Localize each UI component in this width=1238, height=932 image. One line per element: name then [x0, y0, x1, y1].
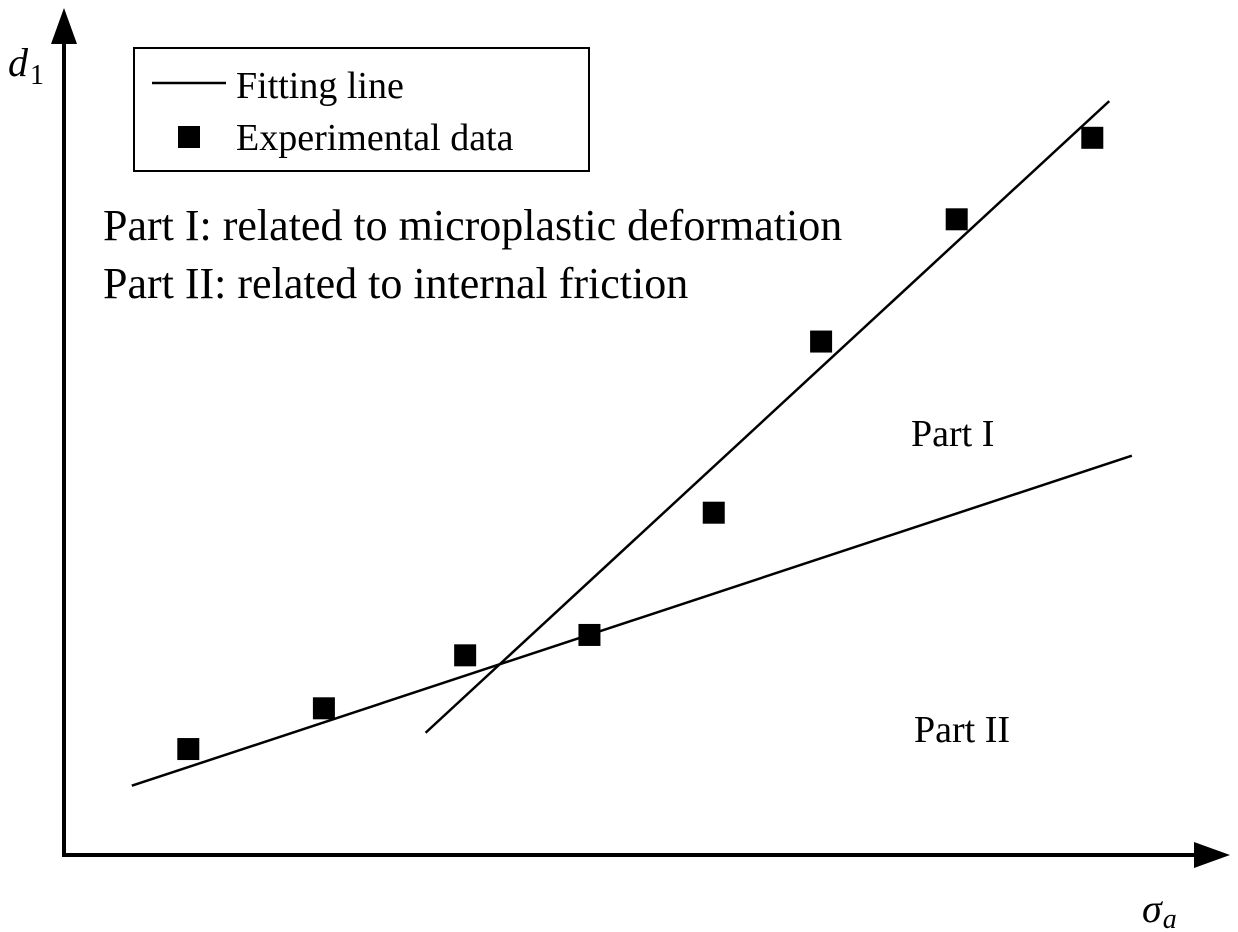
data-point-7: [945, 208, 968, 231]
data-point-3: [454, 644, 477, 667]
data-point-2: [312, 697, 335, 720]
data-points: [177, 126, 1104, 761]
legend: Fitting line Experimental data: [133, 47, 590, 172]
annotation-part-one: Part I: related to microplastic deformat…: [103, 201, 842, 250]
legend-box: [133, 47, 590, 172]
data-point-5: [702, 501, 725, 524]
legend-experimental-label: Experimental data: [236, 117, 514, 159]
y-axis-label: d1: [8, 40, 44, 91]
x-axis-arrow: [1194, 842, 1230, 868]
region-label-part-two: Part II: [914, 709, 1010, 751]
legend-fitting-line-label: Fitting line: [236, 65, 404, 107]
x-axis-label: σa: [1142, 886, 1177, 932]
y-axis-arrow: [51, 8, 77, 44]
data-point-4: [578, 623, 601, 646]
axes: [51, 8, 1230, 868]
data-point-6: [810, 330, 833, 353]
fitting-lines: [131, 100, 1133, 787]
data-point-8: [1081, 126, 1104, 149]
legend-square-marker: [178, 126, 200, 148]
data-point-1: [177, 738, 200, 761]
annotation-part-two: Part II: related to internal friction: [103, 259, 688, 308]
fitting-line-part-i: [424, 100, 1111, 734]
fitting-line-part-ii: [131, 454, 1133, 787]
region-label-part-one: Part I: [911, 413, 994, 455]
